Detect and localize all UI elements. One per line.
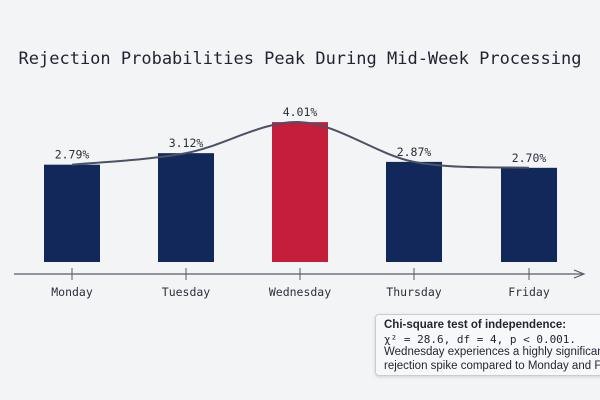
bar-tuesday <box>158 153 214 262</box>
annotation-text: Wednesday experiences a highly significa… <box>384 346 600 372</box>
trend-curve <box>71 121 530 169</box>
value-label-monday: 2.79% <box>55 148 90 162</box>
bar-thursday <box>386 161 442 262</box>
value-label-thursday: 2.87% <box>397 145 432 159</box>
value-label-friday: 2.70% <box>512 151 547 165</box>
x-tick-label-tuesday: Tuesday <box>162 285 211 299</box>
x-tick-label-wednesday: Wednesday <box>269 285 331 299</box>
value-label-tuesday: 3.12% <box>169 136 204 150</box>
bar-wednesday <box>272 122 328 263</box>
x-tick-label-thursday: Thursday <box>386 285 441 299</box>
annotation-heading: Chi-square test of independence: <box>384 319 567 331</box>
bar-monday <box>44 164 100 262</box>
x-axis-arrow <box>573 269 586 279</box>
annotation-box: Chi-square test of independence: χ² = 28… <box>375 314 600 376</box>
annotation-stat: χ² = 28.6, df = 4, p < 0.001. <box>384 332 577 346</box>
x-tick-label-friday: Friday <box>508 285 550 299</box>
bar-friday <box>501 167 557 262</box>
value-label-wednesday: 4.01% <box>283 105 318 119</box>
chart-title: Rejection Probabilities Peak During Mid-… <box>19 49 582 69</box>
x-tick-label-monday: Monday <box>51 285 93 299</box>
